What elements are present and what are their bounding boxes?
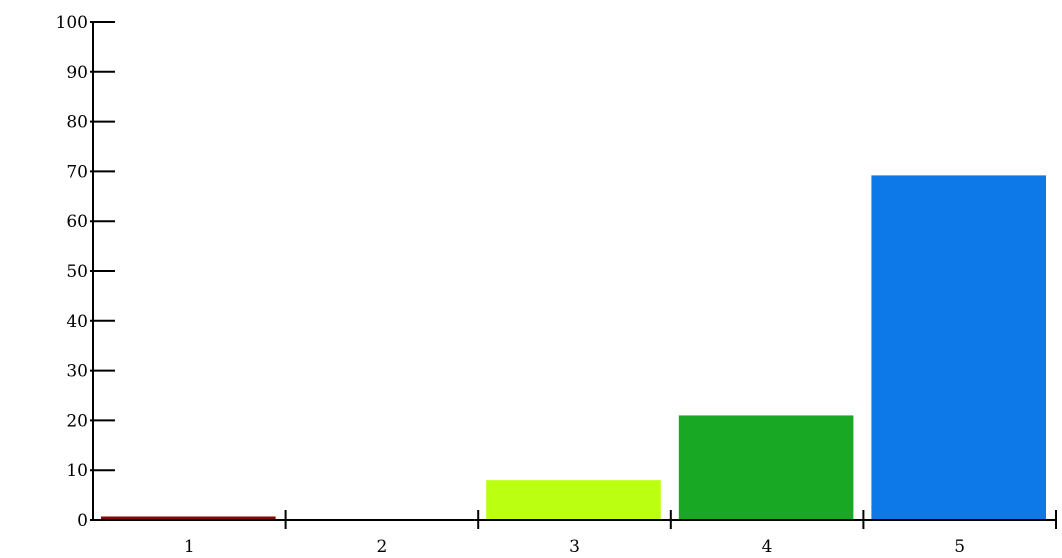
x-tick-label-4: 4 xyxy=(762,537,773,557)
bar-4 xyxy=(678,415,854,520)
bar-5 xyxy=(871,175,1046,520)
y-tick-label-80: 80 xyxy=(66,113,88,133)
x-tick-label-1: 1 xyxy=(184,537,195,557)
x-tick-label-3: 3 xyxy=(569,537,580,557)
y-tick-label-0: 0 xyxy=(77,511,88,531)
y-tick-label-70: 70 xyxy=(66,162,88,182)
y-tick-label-20: 20 xyxy=(66,411,88,431)
x-tick-label-5: 5 xyxy=(954,537,965,557)
y-tick-label-90: 90 xyxy=(66,63,88,83)
bar-3 xyxy=(486,480,661,520)
y-axis-ticks: 0 10 20 30 40 50 60 70 80 90 100 xyxy=(56,13,115,531)
bar-1 xyxy=(101,516,276,520)
bars xyxy=(101,175,1046,520)
y-tick-label-40: 40 xyxy=(66,312,88,332)
y-tick-label-30: 30 xyxy=(66,362,88,382)
x-tick-label-2: 2 xyxy=(376,537,387,557)
y-tick-label-100: 100 xyxy=(56,13,88,33)
y-tick-label-50: 50 xyxy=(66,262,88,282)
y-tick-label-60: 60 xyxy=(66,212,88,232)
y-tick-label-10: 10 xyxy=(66,461,88,481)
